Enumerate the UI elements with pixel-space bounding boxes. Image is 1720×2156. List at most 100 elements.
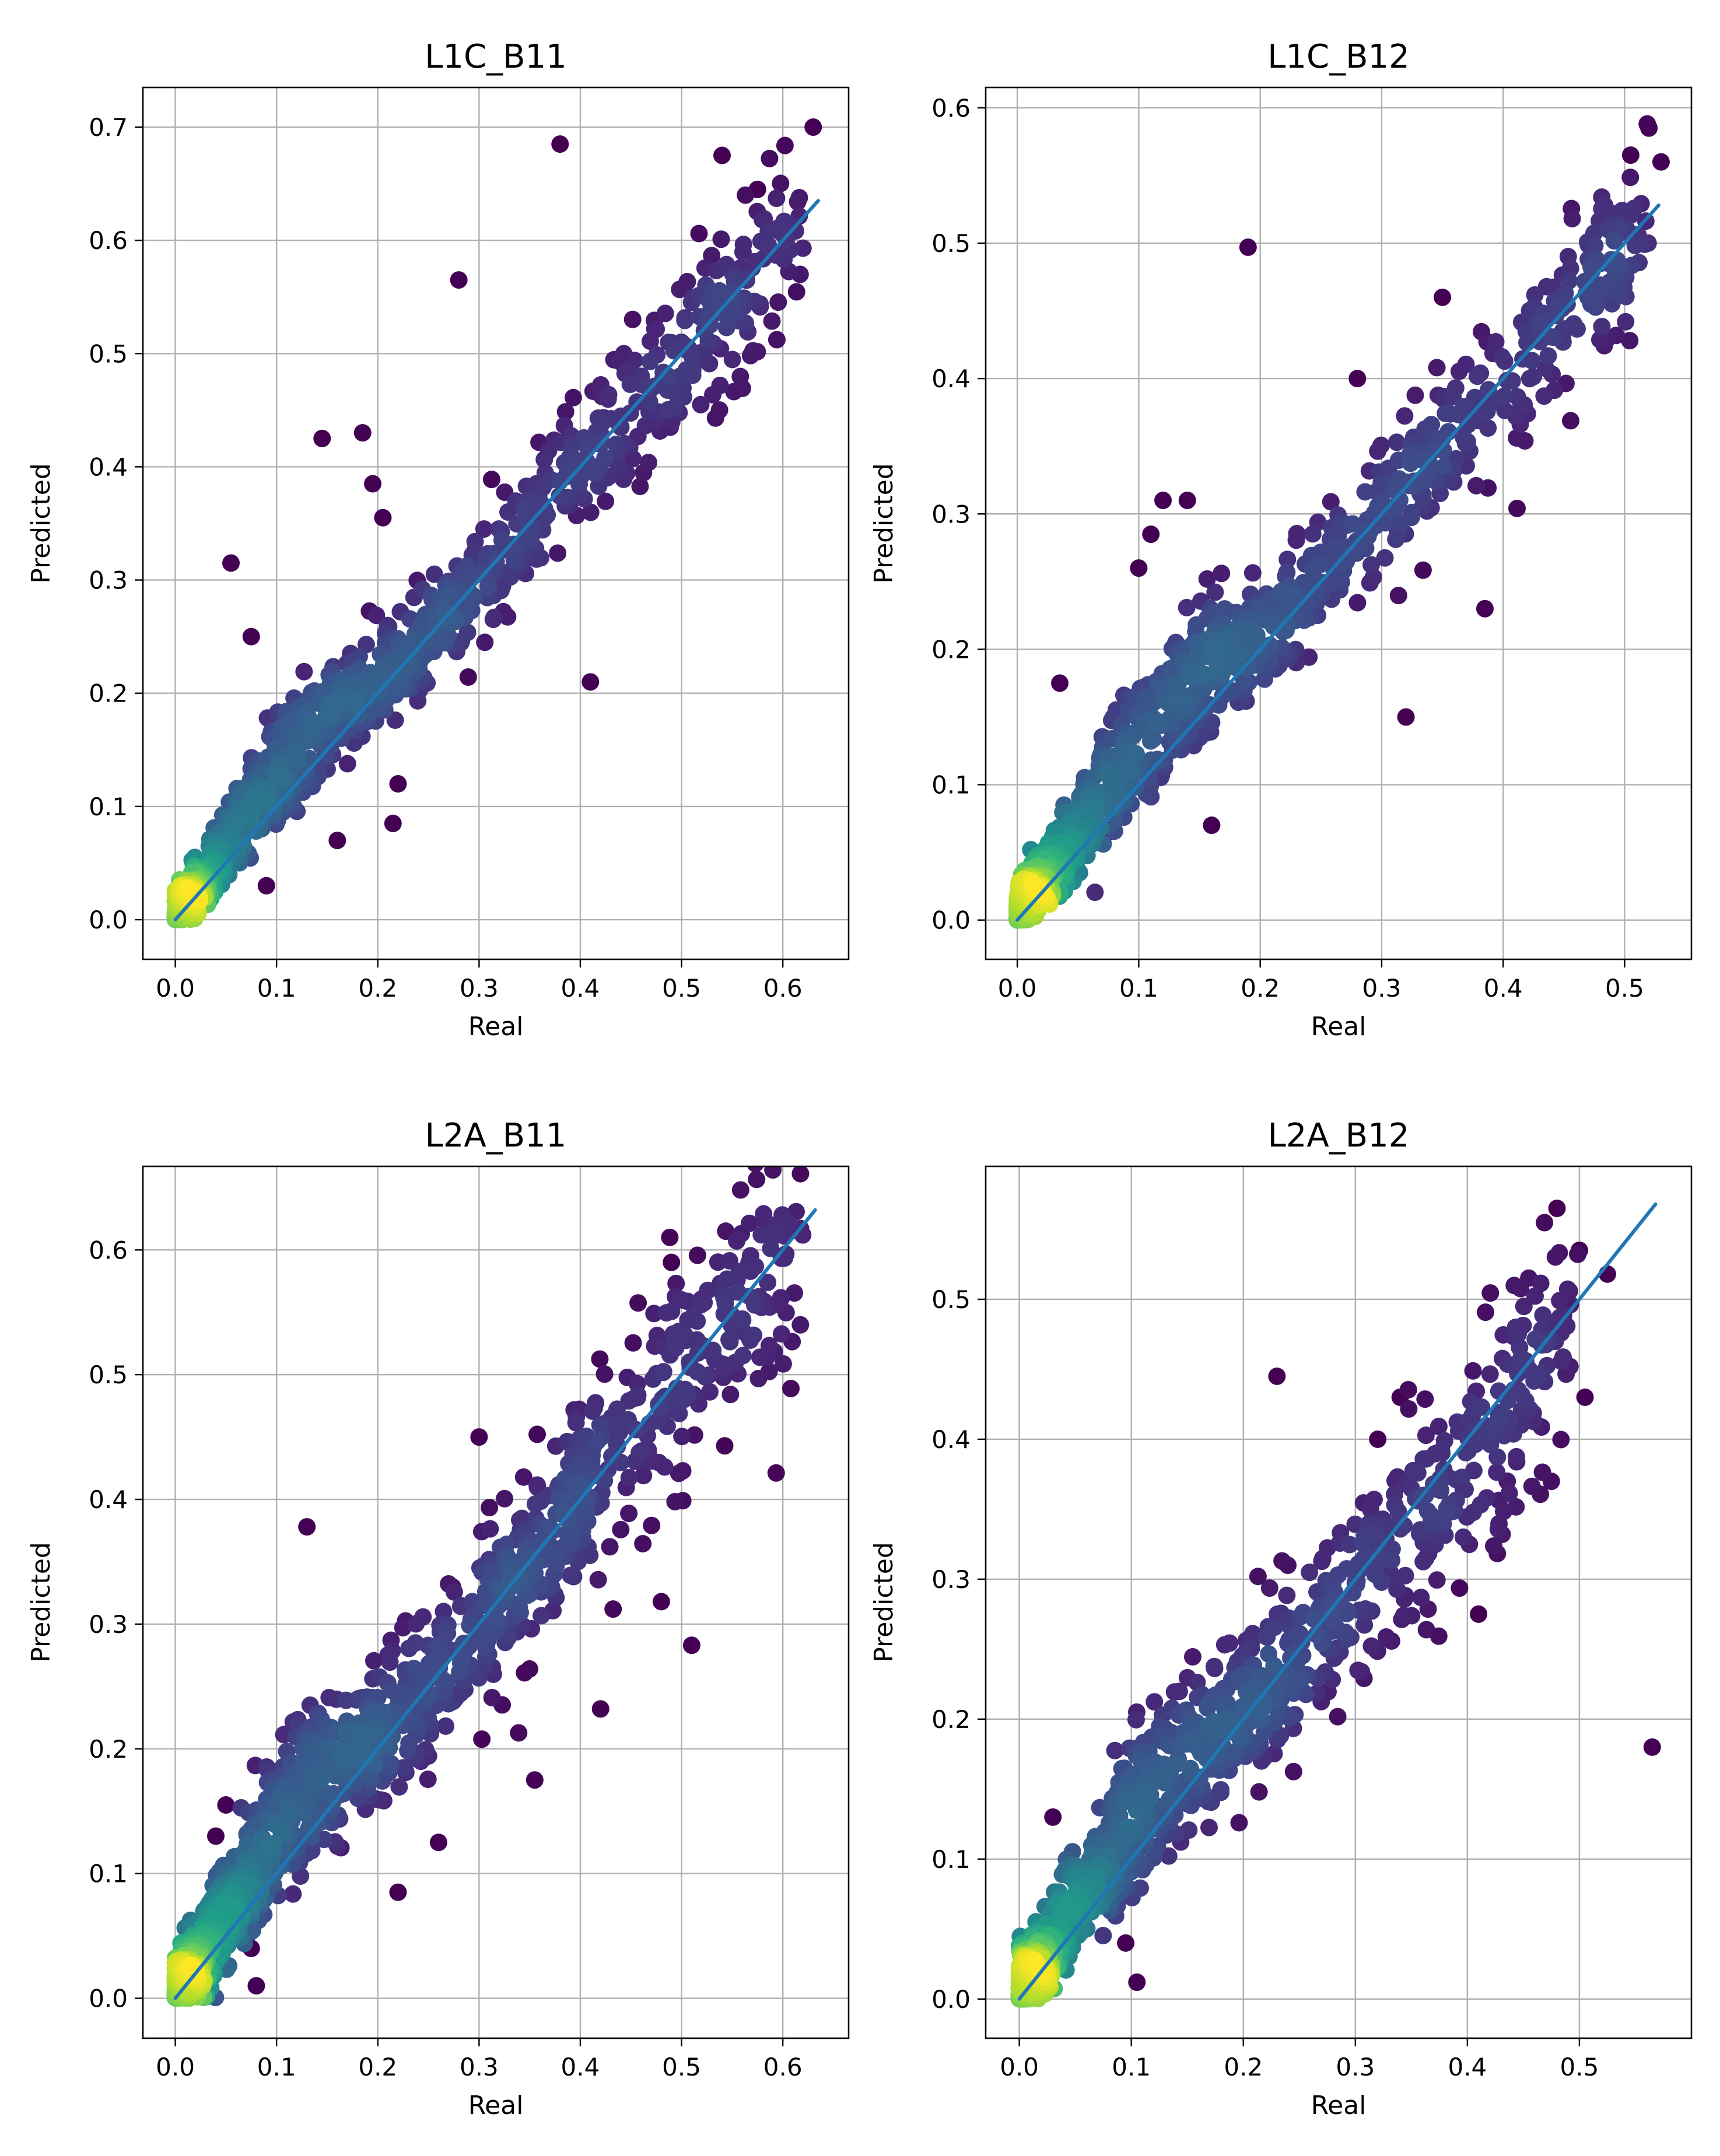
scatter-point (284, 1885, 302, 1903)
y-tick-label: 0.5 (89, 1361, 128, 1389)
scatter-point (1437, 404, 1455, 422)
scatter-point (241, 809, 260, 828)
scatter-point (641, 352, 659, 370)
scatter-point (1428, 1571, 1446, 1589)
scatter-point (747, 1166, 764, 1173)
scatter-point (1396, 407, 1414, 425)
scatter-point (228, 815, 246, 833)
y-tick-label: 0.4 (931, 364, 971, 393)
scatter-point (656, 304, 674, 322)
scatter-point (1478, 402, 1496, 420)
scatter-point (1416, 1390, 1434, 1408)
scatter-point-outlier (384, 815, 402, 833)
scatter-point (1489, 1520, 1507, 1538)
scatter-point (268, 769, 286, 787)
scatter-point (303, 1740, 321, 1758)
scatter-point (1414, 1552, 1432, 1570)
scatter-point-outlier (1130, 559, 1148, 577)
subplot-title: L1C_B11 (425, 38, 567, 76)
scatter-point (607, 435, 625, 453)
scatter-point-outlier (1178, 492, 1196, 510)
scatter-point (352, 1742, 370, 1760)
scatter-point (1215, 1636, 1234, 1654)
y-tick-label: 0.2 (89, 1735, 128, 1764)
scatter-point (459, 668, 477, 686)
scatter-point (1617, 313, 1635, 331)
scatter-point (612, 407, 630, 425)
scatter-point (1278, 551, 1297, 569)
scatter-point-outlier (389, 1883, 407, 1901)
y-tick-label: 0.1 (931, 771, 971, 800)
scatter-point (1376, 549, 1394, 567)
scatter-point (672, 1291, 691, 1309)
scatter-point (1200, 1818, 1218, 1836)
scatter-point (1284, 586, 1302, 604)
scatter-point (773, 1135, 790, 1153)
scatter-point (1533, 314, 1551, 332)
scatter-point (1389, 1503, 1407, 1521)
x-tick-label: 0.2 (1224, 2053, 1263, 2081)
scatter-point (774, 1355, 792, 1373)
scatter-point (1434, 1511, 1452, 1529)
scatter-point (748, 1170, 766, 1189)
x-tick-label: 0.6 (763, 974, 803, 1002)
scatter-point (1481, 1284, 1500, 1302)
scatter-point-outlier (1117, 1934, 1135, 1952)
scatter-point (1435, 458, 1453, 476)
scatter-point (733, 1310, 751, 1328)
scatter-point (1414, 1450, 1432, 1468)
scatter-point (1523, 352, 1541, 370)
x-tick-label: 0.4 (1448, 2053, 1487, 2081)
scatter-point (1030, 1959, 1048, 1978)
x-tick-label: 0.1 (1119, 974, 1158, 1002)
scatter-point (1333, 553, 1351, 571)
scatter-point (1536, 1214, 1554, 1232)
scatter-point (1621, 169, 1640, 187)
scatter-point (767, 1464, 785, 1482)
scatter-point (670, 1464, 688, 1482)
scatter-point (1508, 429, 1526, 447)
scatter-point (365, 1652, 383, 1670)
scatter-point (338, 755, 356, 773)
scatter-point (1417, 1621, 1435, 1639)
scatter-point (692, 395, 710, 413)
scatter-point (295, 662, 313, 681)
scatter-point-outlier (1434, 288, 1452, 306)
y-tick-label: 0.6 (89, 1236, 128, 1264)
scatter-point (631, 478, 649, 496)
y-tick-label: 0.5 (931, 229, 971, 258)
scatter-point (639, 454, 657, 472)
scatter-point (755, 1205, 773, 1223)
scatter-point (751, 1348, 769, 1366)
scatter-point (1119, 1818, 1137, 1836)
scatter-point (734, 236, 752, 254)
scatter-point-outlier (313, 429, 331, 447)
scatter-point (1480, 381, 1498, 399)
scatter-point-outlier (217, 1796, 235, 1814)
scatter-point (749, 1369, 768, 1387)
scatter-point-outlier (450, 271, 468, 289)
scatter-point-outlier (222, 554, 240, 572)
scatter-point-outlier (1268, 1367, 1286, 1385)
scatter-point (1468, 367, 1486, 385)
scatter-point (716, 1295, 734, 1313)
scatter-point (601, 1538, 619, 1556)
scatter-point (425, 565, 443, 583)
scatter-point (390, 1778, 408, 1796)
scatter-point (1539, 347, 1557, 365)
scatter-point (761, 149, 779, 167)
scatter-point-outlier (1621, 146, 1640, 164)
scatter-point (647, 320, 665, 338)
scatter-point (1329, 1708, 1347, 1726)
y-axis-label: Predicted (869, 1542, 899, 1663)
scatter-point (1457, 355, 1475, 373)
scatter-point (281, 1802, 299, 1820)
scatter-point (1396, 1566, 1414, 1584)
x-tick-label: 0.0 (156, 2053, 195, 2081)
scatter-point (624, 1334, 642, 1352)
fit-line (173, 1208, 817, 2000)
scatter-point (1362, 1637, 1381, 1655)
scatter-point (1476, 1303, 1494, 1321)
scatter-point (711, 376, 729, 394)
